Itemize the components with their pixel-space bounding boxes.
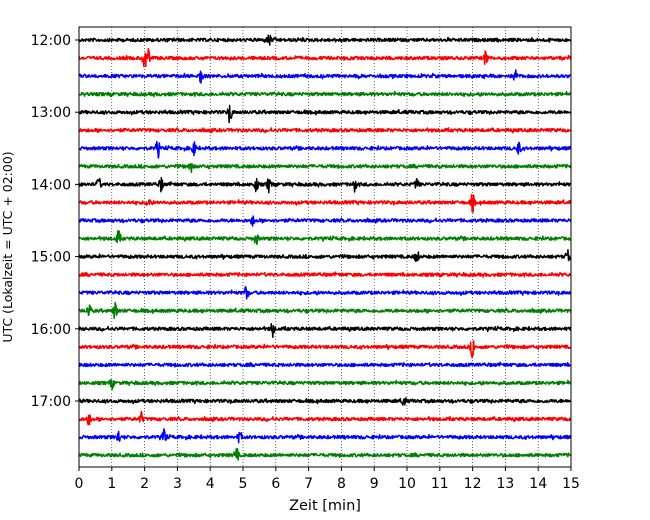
seismic-trace bbox=[78, 249, 572, 263]
trace-row bbox=[78, 230, 572, 246]
trace-row bbox=[78, 428, 572, 444]
y-axis-label: UTC (Lokalzeit = UTC + 02:00) bbox=[0, 151, 15, 342]
seismic-trace bbox=[78, 193, 572, 213]
trace-row bbox=[78, 361, 572, 368]
y-tick-label: 15:00 bbox=[31, 250, 71, 266]
seismic-trace bbox=[78, 90, 572, 98]
x-tick-label: 5 bbox=[239, 476, 248, 492]
seismic-trace bbox=[78, 34, 572, 46]
x-tick-label: 10 bbox=[398, 476, 416, 492]
x-tick-label: 8 bbox=[337, 476, 346, 492]
trace-row bbox=[78, 340, 572, 359]
trace-row bbox=[78, 163, 572, 174]
x-tick-label: 6 bbox=[271, 476, 280, 492]
trace-row bbox=[78, 249, 572, 263]
y-tick-label: 16:00 bbox=[31, 322, 71, 338]
x-tick-label: 1 bbox=[107, 476, 116, 492]
trace-row bbox=[78, 301, 572, 319]
seismic-trace bbox=[78, 271, 572, 278]
trace-row bbox=[78, 379, 572, 391]
trace-row bbox=[78, 127, 572, 134]
seismic-trace bbox=[78, 340, 572, 359]
x-tick-label: 0 bbox=[75, 476, 84, 492]
trace-row bbox=[78, 448, 572, 461]
y-tick-label: 12:00 bbox=[31, 33, 71, 49]
trace-row bbox=[78, 176, 572, 194]
seismic-trace bbox=[78, 215, 572, 227]
trace-row bbox=[78, 410, 572, 426]
x-axis-label: Zeit [min] bbox=[289, 498, 361, 514]
plot-frame bbox=[78, 26, 572, 468]
x-tick-label: 13 bbox=[496, 476, 514, 492]
trace-row bbox=[78, 271, 572, 278]
x-tick-label: 9 bbox=[370, 476, 379, 492]
x-axis-ticks: 0 1 2 3 4 5 6 7 8 9 10 11 12 13 14 15 bbox=[75, 467, 580, 492]
seismic-trace bbox=[78, 361, 572, 368]
seismic-trace bbox=[78, 448, 572, 461]
x-tick-label: 2 bbox=[140, 476, 149, 492]
seismic-trace bbox=[78, 176, 572, 194]
seismic-trace bbox=[78, 127, 572, 134]
seismic-trace bbox=[78, 379, 572, 391]
seismic-trace bbox=[78, 323, 572, 338]
seismic-trace bbox=[78, 230, 572, 246]
x-tick-label: 4 bbox=[206, 476, 215, 492]
y-tick-label: 17:00 bbox=[31, 394, 71, 410]
x-tick-label: 14 bbox=[529, 476, 547, 492]
x-tick-label: 7 bbox=[304, 476, 313, 492]
seismic-trace bbox=[78, 285, 572, 300]
trace-row bbox=[78, 34, 572, 46]
trace-row bbox=[78, 90, 572, 98]
seismic-trace bbox=[78, 410, 572, 426]
y-axis-ticks: 12:00 13:00 14:00 15:00 16:00 17:00 bbox=[31, 33, 79, 410]
seismic-traces bbox=[78, 34, 572, 461]
y-tick-label: 13:00 bbox=[31, 105, 71, 121]
trace-row bbox=[78, 215, 572, 227]
trace-row bbox=[78, 104, 572, 124]
trace-row bbox=[78, 285, 572, 300]
seismic-trace bbox=[78, 301, 572, 319]
vertical-grid bbox=[111, 27, 539, 467]
x-tick-label: 12 bbox=[464, 476, 482, 492]
trace-row bbox=[78, 140, 572, 159]
trace-row bbox=[78, 193, 572, 213]
seismic-trace bbox=[78, 140, 572, 159]
trace-row bbox=[78, 47, 572, 68]
x-tick-label: 11 bbox=[431, 476, 449, 492]
trace-row bbox=[78, 323, 572, 338]
seismic-trace bbox=[78, 397, 572, 406]
seismic-trace bbox=[78, 428, 572, 444]
x-tick-label: 3 bbox=[173, 476, 182, 492]
trace-row bbox=[78, 69, 572, 84]
seismic-trace bbox=[78, 69, 572, 84]
trace-row bbox=[78, 397, 572, 406]
seismic-trace bbox=[78, 104, 572, 124]
y-tick-label: 14:00 bbox=[31, 177, 71, 193]
seismic-trace bbox=[78, 47, 572, 68]
seismic-trace bbox=[78, 163, 572, 174]
x-tick-label: 15 bbox=[562, 476, 580, 492]
